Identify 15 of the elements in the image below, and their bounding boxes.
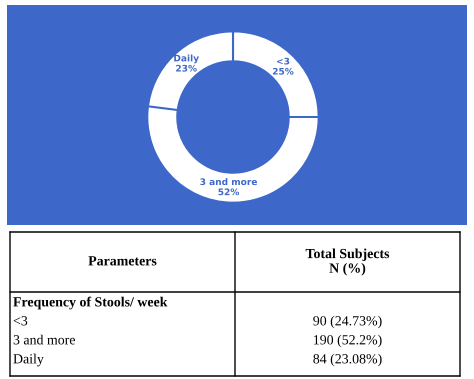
slice-label: 3 and more	[200, 178, 257, 186]
text: Total Subjects N (%)	[306, 248, 390, 276]
slice-label: Daily	[174, 54, 199, 64]
text: Daily	[13, 354, 44, 366]
data-label: 52%	[218, 188, 240, 196]
text: 3 and more	[14, 334, 75, 344]
text: 84 (23.08%)	[313, 354, 382, 366]
text: 190 (52.2%)	[314, 334, 382, 348]
text: Parameters	[88, 256, 156, 266]
text: 90 (24.73%)	[313, 316, 382, 328]
text: Frequency of Stools/ week	[13, 296, 168, 310]
data-label: 25%	[272, 68, 294, 75]
text: <3	[14, 316, 28, 326]
slice-label: <3	[277, 58, 290, 65]
data-label: 23%	[176, 64, 197, 72]
